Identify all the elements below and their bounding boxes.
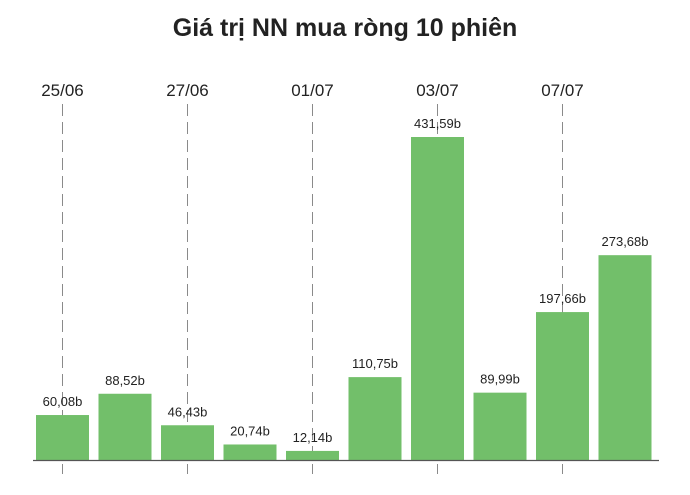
data-label: 12,14b [293,430,333,445]
data-label: 60,08b [43,394,83,409]
tick-label: 07/07 [541,81,584,100]
bar-27-06 [161,425,214,460]
data-label: 431,59b [414,116,461,131]
tick-label: 03/07 [416,81,459,100]
data-label: 20,74b [230,423,270,438]
data-label: 110,75b [352,356,398,371]
data-label: 273,68b [602,234,649,249]
bar-25-06 [36,415,89,460]
value-labels: 60,08b 88,52b 46,43b 20,74b 12,14b 110,75b 431… [43,116,649,445]
bar-02-07 [348,377,402,460]
tick-label: 01/07 [291,81,334,100]
bar-26-06 [98,393,152,460]
data-label: 89,99b [480,372,520,387]
data-label: 88,52b [105,373,145,388]
data-label: 46,43b [168,404,208,419]
chart-title: Giá trị NN mua ròng 10 phiên [172,14,518,42]
data-label: 197,66b [539,291,586,306]
bars [36,137,652,460]
tick-label: 25/06 [41,81,84,100]
bar-08-07 [598,255,652,460]
bar-03-07 [411,137,464,460]
tick-label: 27/06 [166,81,209,100]
bar-28-06 [223,444,277,460]
bar-01-07 [286,450,339,460]
bar-07-07 [536,312,589,460]
top-tick-labels: 25/06 27/06 01/07 03/07 07/07 [41,81,584,100]
bar-04-07 [473,392,527,460]
